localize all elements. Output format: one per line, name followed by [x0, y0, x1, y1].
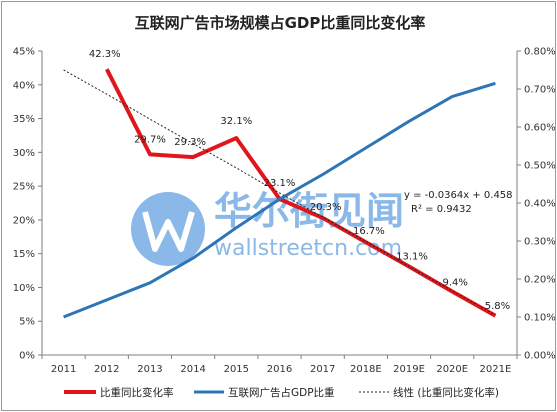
x-tick-label: 2012 — [94, 364, 119, 375]
data-label: 16.7% — [353, 226, 385, 237]
x-tick-label: 2021E — [480, 364, 512, 375]
left-y-tick-label: 5% — [19, 317, 35, 328]
x-tick-label: 2013 — [137, 364, 162, 375]
series-line-rate-change — [105, 68, 497, 318]
left-y-tick-label: 10% — [13, 283, 35, 294]
legend-label-linear-trend: 线性 (比重同比变化率) — [393, 386, 499, 399]
legend-label-gdp-share: 互联网广告占GDP比重 — [228, 386, 335, 399]
left-y-tick-label: 25% — [13, 182, 35, 193]
right-y-tick-label: 0.80% — [524, 47, 555, 58]
right-y-tick-label: 0.20% — [524, 275, 555, 286]
series-line-gdp-share — [63, 81, 496, 319]
right-y-tick-label: 0.10% — [524, 313, 555, 324]
legend-item-linear-trend: 线性 (比重同比变化率) — [359, 386, 499, 399]
right-y-tick-label: 0.40% — [524, 199, 555, 210]
left-y-tick-label: 30% — [13, 148, 35, 159]
left-y-tick-label: 15% — [13, 249, 35, 260]
right-y-tick-label: 0.60% — [524, 123, 555, 134]
data-label: 29.3% — [174, 137, 206, 148]
legend-label-rate-change: 比重同比变化率 — [100, 386, 174, 399]
x-axis-ticks: 2011 2012 2013 2014 2015 2016 2017 2018E 2019E 20… — [41, 355, 518, 375]
data-label: 9.4% — [443, 277, 468, 288]
x-tick-label: 2015 — [224, 364, 249, 375]
x-tick-label: 2017 — [310, 364, 335, 375]
watermark-logo-icon — [131, 192, 205, 266]
right-y-tick-label: 0.00% — [524, 351, 555, 362]
trendline-equation: y = -0.0364x + 0.458 — [404, 190, 513, 201]
x-tick-label: 2014 — [180, 364, 205, 375]
data-label: 29.7% — [134, 134, 166, 145]
data-label: 32.1% — [220, 116, 252, 127]
right-y-tick-label: 0.30% — [524, 237, 555, 248]
left-y-tick-label: 45% — [13, 47, 35, 58]
data-labels: 42.3% 29.7% 29.3% 32.1% 23.1% 20.3% 16.7% 13.1%… — [89, 49, 510, 312]
chart-title: 互联网广告市场规模占GDP比重同比变化率 — [135, 14, 426, 32]
data-label: 42.3% — [89, 49, 121, 60]
data-label: 5.8% — [485, 301, 510, 312]
x-tick-label: 2011 — [51, 364, 76, 375]
left-y-tick-label: 0% — [19, 351, 35, 362]
watermark-latin-text: wallstreetcn.com — [214, 236, 402, 261]
data-label: 23.1% — [264, 178, 296, 189]
x-tick-label: 2018E — [350, 364, 382, 375]
watermark-logo-w-icon — [142, 211, 195, 252]
series-line-linear-trend — [63, 69, 496, 316]
data-label: 20.3% — [310, 202, 342, 213]
x-tick-label: 2020E — [436, 364, 468, 375]
watermark: 华尔街见闻 wallstreetcn.com — [131, 189, 404, 266]
legend-item-rate-change: 比重同比变化率 — [64, 386, 174, 399]
trendline-r-squared: R² = 0.9432 — [411, 204, 472, 215]
x-tick-label: 2016 — [267, 364, 292, 375]
x-tick-label: 2019E — [393, 364, 425, 375]
right-y-tick-label: 0.50% — [524, 161, 555, 172]
right-y-tick-label: 0.70% — [524, 85, 555, 96]
left-y-tick-label: 40% — [13, 80, 35, 91]
left-y-tick-label: 20% — [13, 215, 35, 226]
data-label: 13.1% — [396, 252, 428, 263]
legend-item-gdp-share: 互联网广告占GDP比重 — [194, 386, 335, 399]
right-y-axis-ticks: 0.00% 0.10% 0.20% 0.30% 0.40% 0.50% 0.60% 0.70%… — [517, 47, 555, 362]
left-y-tick-label: 35% — [13, 114, 35, 125]
left-y-axis-ticks: 0% 5% 10% 15% 20% 25% 30% 35% 40% 45% — [13, 47, 42, 362]
legend: 比重同比变化率 互联网广告占GDP比重 线性 (比重同比变化率) — [64, 386, 499, 399]
